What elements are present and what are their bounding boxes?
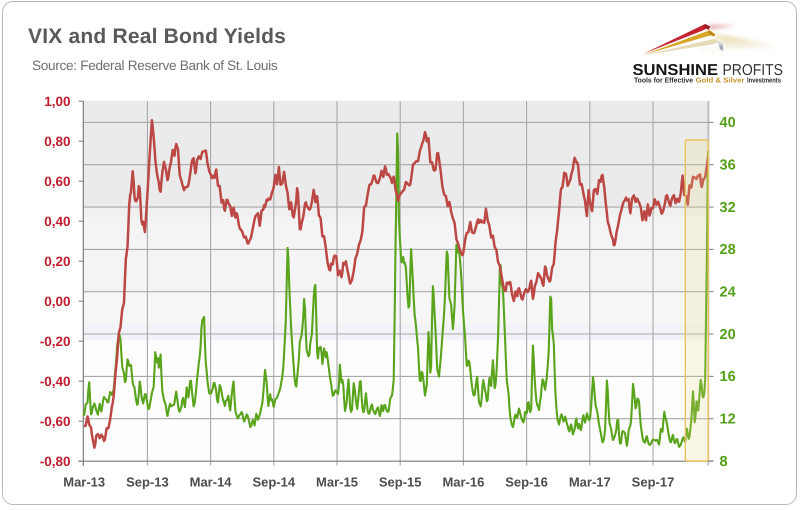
svg-text:40: 40 xyxy=(720,115,736,131)
svg-text:8: 8 xyxy=(720,454,728,470)
svg-text:Mar-13: Mar-13 xyxy=(63,475,105,490)
svg-text:SUNSHINE: SUNSHINE xyxy=(633,62,719,79)
svg-text:36: 36 xyxy=(720,158,736,174)
svg-text:16: 16 xyxy=(720,369,736,385)
svg-text:-0,20: -0,20 xyxy=(40,334,71,349)
svg-text:Investments: Investments xyxy=(747,76,781,85)
svg-text:Sep-16: Sep-16 xyxy=(505,475,548,490)
svg-text:0,80: 0,80 xyxy=(44,134,70,149)
svg-text:1,00: 1,00 xyxy=(44,94,70,109)
svg-text:Sep-15: Sep-15 xyxy=(379,475,422,490)
svg-text:-0,80: -0,80 xyxy=(40,454,71,469)
svg-text:20: 20 xyxy=(720,327,736,343)
svg-text:28: 28 xyxy=(720,242,736,258)
svg-text:Sep-13: Sep-13 xyxy=(126,475,169,490)
svg-text:Mar-17: Mar-17 xyxy=(569,475,611,490)
svg-text:0,60: 0,60 xyxy=(44,174,70,189)
svg-text:0,00: 0,00 xyxy=(44,294,70,309)
svg-text:Mar-14: Mar-14 xyxy=(190,475,233,490)
svg-text:PROFITS: PROFITS xyxy=(723,62,784,79)
svg-text:Sep-14: Sep-14 xyxy=(252,475,295,490)
svg-text:0,20: 0,20 xyxy=(44,254,70,269)
svg-text:12: 12 xyxy=(720,412,736,428)
svg-text:24: 24 xyxy=(720,285,736,301)
svg-text:Tools for Effective: Tools for Effective xyxy=(634,76,693,85)
svg-text:-0,60: -0,60 xyxy=(40,414,71,429)
svg-text:0,40: 0,40 xyxy=(44,214,70,229)
svg-text:32: 32 xyxy=(720,200,736,216)
svg-text:Sep-17: Sep-17 xyxy=(632,475,675,490)
svg-text:-0,40: -0,40 xyxy=(40,374,71,389)
svg-text:Mar-16: Mar-16 xyxy=(442,475,484,490)
svg-text:Mar-15: Mar-15 xyxy=(316,475,358,490)
svg-text:Gold & Silver: Gold & Silver xyxy=(696,76,745,85)
